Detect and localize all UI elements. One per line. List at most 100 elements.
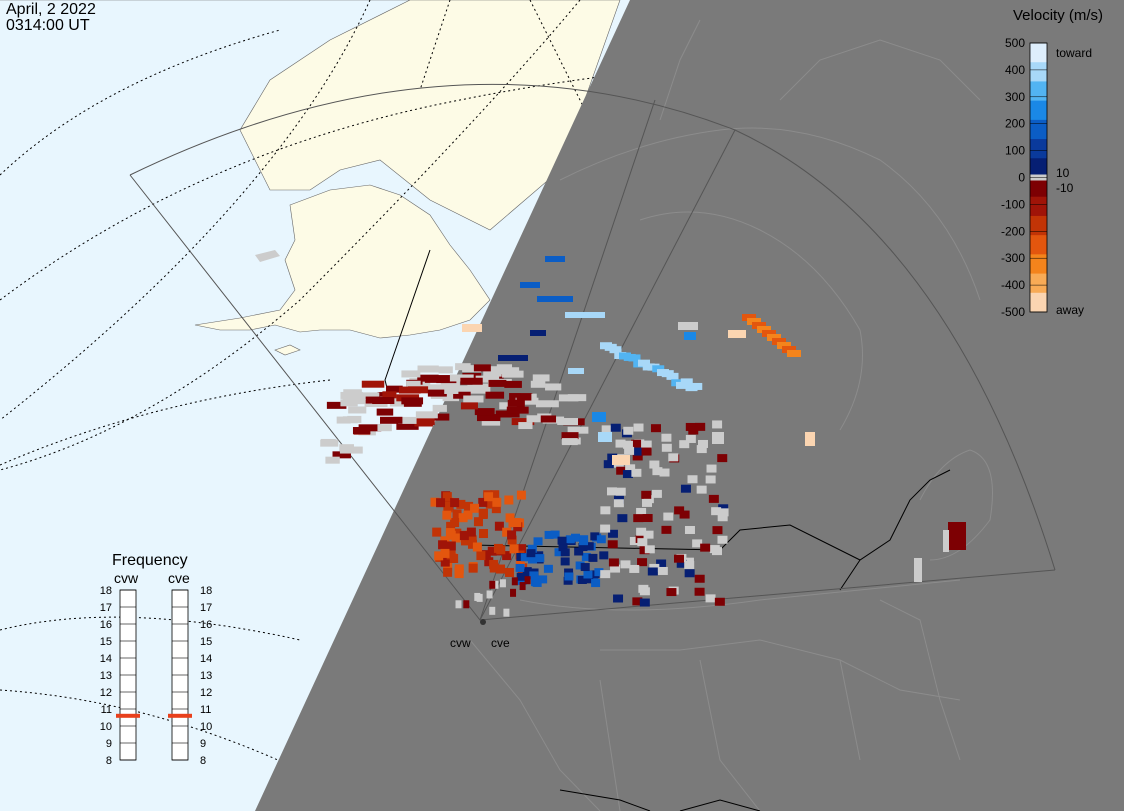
velocity-cell xyxy=(498,355,528,361)
velocity-cell xyxy=(456,499,466,509)
velocity-cell xyxy=(782,346,796,353)
velocity-cell xyxy=(474,408,495,416)
velocity-cell xyxy=(455,363,471,371)
colorbar-inner-tick-pos: 10 xyxy=(1056,166,1070,180)
velocity-cell xyxy=(629,536,640,545)
frequency-tick-right: 11 xyxy=(200,704,211,716)
velocity-cell xyxy=(636,507,647,516)
colorbar-tick-label: -100 xyxy=(1001,197,1025,211)
velocity-cell xyxy=(380,416,403,424)
velocity-cell xyxy=(434,413,450,421)
velocity-colorbar: Velocity (m/s) 500 400 300 200 100 0 -100 -200 -… xyxy=(1001,7,1103,319)
velocity-cell xyxy=(622,470,633,479)
velocity-cell xyxy=(432,527,442,537)
velocity-cell xyxy=(452,509,462,519)
velocity-cell xyxy=(517,544,527,554)
frequency-tick-left: 12 xyxy=(100,687,112,699)
velocity-cell xyxy=(625,464,636,473)
velocity-cell xyxy=(446,550,456,560)
colorbar-tick-label: 200 xyxy=(1005,117,1025,131)
velocity-cell xyxy=(490,490,500,500)
velocity-cell xyxy=(443,567,453,577)
velocity-cell xyxy=(676,559,687,568)
frequency-tick-right: 8 xyxy=(200,755,206,767)
velocity-cell xyxy=(544,530,554,539)
velocity-cell xyxy=(445,528,455,538)
velocity-cell xyxy=(473,517,483,527)
velocity-cell xyxy=(532,578,542,587)
colorbar-swatch xyxy=(1030,292,1047,313)
frequency-tick-left: 9 xyxy=(106,738,112,750)
velocity-cell xyxy=(506,406,529,414)
velocity-cell xyxy=(679,510,690,519)
velocity-cell xyxy=(543,564,553,573)
velocity-cell xyxy=(528,555,538,564)
frequency-tick-left: 11 xyxy=(101,704,112,716)
velocity-cell xyxy=(452,528,462,538)
velocity-cell xyxy=(590,532,600,541)
colorbar-swatch xyxy=(1030,43,1047,63)
velocity-cell xyxy=(688,426,699,435)
velocity-cell xyxy=(492,580,499,589)
velocity-cell xyxy=(516,393,532,401)
velocity-cell xyxy=(511,577,518,586)
velocity-cell xyxy=(502,551,512,561)
velocity-cell xyxy=(767,334,781,341)
colorbar-swatch xyxy=(1030,119,1047,140)
velocity-cell xyxy=(673,554,684,563)
velocity-cell xyxy=(478,497,488,507)
velocity-cell xyxy=(342,416,358,424)
velocity-cell xyxy=(687,475,698,484)
velocity-cell xyxy=(607,540,618,549)
frequency-column-cvw: cvw xyxy=(114,570,139,586)
velocity-cell xyxy=(624,446,635,455)
velocity-cell xyxy=(530,330,546,336)
velocity-cell xyxy=(633,423,644,432)
velocity-cell xyxy=(489,580,496,589)
velocity-cell xyxy=(652,467,663,476)
velocity-cell xyxy=(512,517,522,527)
velocity-cell xyxy=(639,546,650,555)
colorbar-tick-label: -200 xyxy=(1001,224,1025,238)
velocity-cell xyxy=(348,406,367,414)
velocity-cell xyxy=(485,391,505,399)
velocity-cell xyxy=(639,598,650,607)
night-land-outlines xyxy=(469,19,993,811)
velocity-cell xyxy=(486,590,493,599)
velocity-cell xyxy=(638,359,650,367)
velocity-cell xyxy=(567,394,587,402)
velocity-cell xyxy=(577,575,587,584)
velocity-cell xyxy=(717,535,728,544)
velocity-cell xyxy=(697,439,708,448)
colorbar-tick-label: 0 xyxy=(1018,171,1025,185)
velocity-cell xyxy=(476,551,486,561)
velocity-cell xyxy=(484,557,494,567)
velocity-cell xyxy=(694,587,705,596)
velocity-cell xyxy=(487,546,497,556)
velocity-cell xyxy=(632,452,643,461)
velocity-cell xyxy=(568,368,584,374)
velocity-cell xyxy=(532,374,550,382)
velocity-cell xyxy=(728,330,746,338)
frequency-ticks: 18 18 17 17 16 16 15 15 14 14 13 13 12 12 11 11 10 10 9 9 8 8 xyxy=(100,585,213,767)
velocity-cell xyxy=(598,432,612,442)
velocity-cell xyxy=(476,414,501,422)
radar-label-cve: cve xyxy=(491,636,510,650)
velocity-cell xyxy=(565,312,605,318)
velocity-cell xyxy=(481,418,501,426)
velocity-cell xyxy=(434,551,444,561)
velocity-cell xyxy=(652,365,665,373)
velocity-cell xyxy=(805,432,815,446)
velocity-cell xyxy=(948,522,966,550)
velocity-cell xyxy=(493,543,503,553)
velocity-cell xyxy=(563,576,573,585)
frequency-tick-right: 9 xyxy=(200,738,206,750)
colorbar-tick-label: 400 xyxy=(1005,63,1025,77)
colorbar-swatch xyxy=(1030,81,1047,102)
velocity-cell xyxy=(485,499,495,509)
velocity-cell xyxy=(507,399,525,407)
night-region xyxy=(255,0,1124,811)
velocity-cell xyxy=(494,521,504,531)
velocity-cell xyxy=(538,575,548,584)
